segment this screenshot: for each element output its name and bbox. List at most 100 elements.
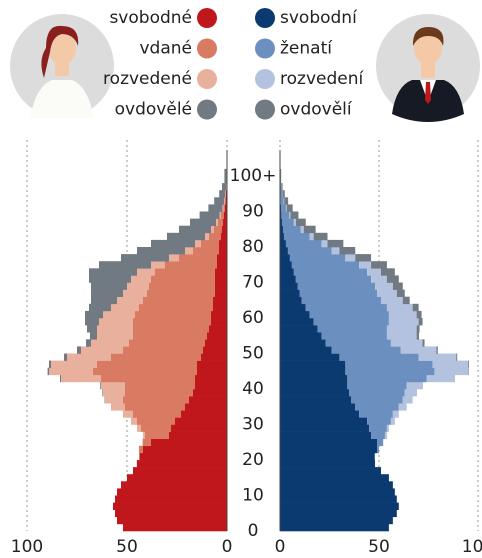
bar-segment	[149, 282, 215, 290]
bar-segment	[456, 353, 458, 361]
bar-segment	[99, 261, 151, 269]
bar-segment	[347, 374, 427, 383]
bar-segment	[103, 310, 135, 319]
bar-segment	[291, 261, 360, 269]
bar-segment	[398, 403, 407, 411]
bar-segment	[133, 332, 207, 340]
bar-segment	[224, 211, 227, 219]
bar-segment	[280, 452, 375, 461]
bar-segment	[222, 204, 224, 212]
bar-segment	[406, 381, 423, 390]
bar-segment	[123, 346, 203, 354]
bar-segment	[295, 218, 306, 226]
bar-segment	[280, 460, 376, 468]
y-tick-label: 80	[242, 237, 264, 257]
bar-segment	[280, 204, 286, 212]
legend-swatch	[255, 38, 275, 59]
bar-segment	[208, 204, 223, 212]
bar-segment	[117, 488, 227, 496]
bar-segment	[90, 332, 97, 340]
bar-segment	[280, 318, 314, 326]
bar-segment	[369, 424, 387, 432]
bar-segment	[91, 282, 127, 290]
y-tick-label: 70	[242, 273, 264, 293]
y-tick-label: 50	[242, 344, 264, 364]
bar-segment	[281, 211, 290, 219]
bar-segment	[223, 218, 227, 226]
bar-segment	[280, 232, 284, 241]
bar-segment	[131, 417, 137, 425]
bar-segment	[280, 282, 298, 290]
bar-segment	[218, 218, 223, 226]
bar-segment	[283, 232, 310, 241]
bar-segment	[121, 481, 227, 489]
bar-segment	[331, 247, 340, 255]
x-tick-label: 0	[275, 537, 286, 557]
bar-segment	[280, 176, 282, 184]
bar-segment	[280, 339, 326, 347]
bar-segment	[133, 318, 211, 326]
bar-segment	[388, 310, 417, 319]
bar-segment	[290, 211, 299, 219]
bar-segment	[280, 239, 286, 248]
bar-segment	[384, 431, 387, 439]
bar-segment	[392, 282, 403, 290]
bar-segment	[127, 282, 149, 290]
bar-segment	[214, 225, 222, 234]
bar-segment	[123, 410, 133, 418]
bar-segment	[203, 346, 227, 354]
bar-segment	[179, 225, 211, 234]
bar-segment	[133, 410, 181, 418]
x-tick-label: 0	[222, 537, 233, 557]
bar-segment	[280, 502, 399, 510]
bar-segment	[193, 389, 227, 397]
bar-segment	[345, 360, 433, 368]
bar-segment	[221, 211, 224, 219]
bar-segment	[185, 247, 193, 255]
bar-segment	[115, 509, 227, 518]
bar-segment	[377, 289, 397, 297]
bar-segment	[280, 523, 389, 532]
bar-segment	[175, 417, 227, 425]
bar-segment	[416, 325, 420, 333]
bar-segment	[280, 211, 282, 219]
bar-segment	[351, 396, 403, 404]
bar-segment	[91, 339, 129, 347]
bar-segment	[219, 247, 227, 255]
bar-segment	[280, 310, 310, 319]
bar-segment	[207, 332, 227, 340]
bar-segment	[100, 381, 101, 390]
legend-label: ženatí	[280, 39, 333, 59]
bar-segment	[386, 424, 389, 432]
bar-segment	[280, 495, 397, 503]
bar-segment	[117, 296, 143, 305]
bar-segment	[404, 389, 417, 397]
bar-segment	[137, 268, 155, 276]
legend-swatch	[255, 99, 275, 120]
bar-segment	[371, 431, 385, 439]
bar-segment	[345, 367, 435, 376]
bar-segment	[199, 211, 220, 219]
bar-segment	[193, 247, 219, 255]
bar-segment	[111, 303, 139, 312]
bar-segment	[280, 367, 346, 376]
bar-segment	[390, 417, 395, 425]
bar-segment	[280, 509, 397, 518]
bar-segment	[99, 318, 133, 326]
bar-segment	[331, 346, 401, 354]
bar-segment	[280, 332, 322, 340]
bar-segment	[213, 303, 227, 312]
bar-segment	[85, 318, 99, 326]
bar-segment	[297, 282, 376, 290]
bar-segment	[201, 239, 219, 248]
bar-segment	[86, 339, 91, 347]
bar-segment	[400, 346, 437, 354]
bar-segment	[131, 275, 151, 283]
bar-segment	[390, 339, 423, 347]
bar-segment	[189, 396, 227, 404]
bar-segment	[141, 424, 171, 432]
bar-segment	[386, 332, 417, 340]
bar-segment	[219, 190, 226, 198]
bar-segment	[299, 289, 378, 297]
legend-label: rozvedení	[280, 69, 364, 89]
